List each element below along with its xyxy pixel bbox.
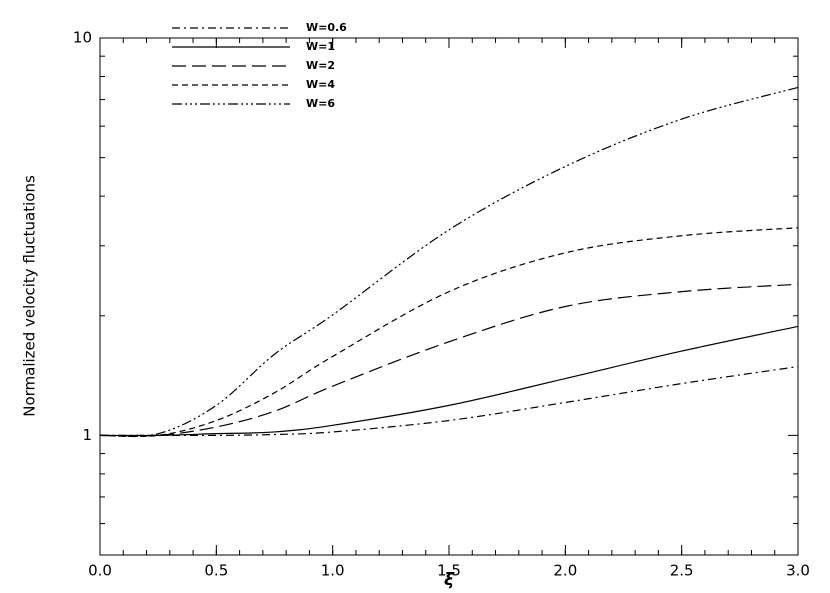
series-line bbox=[99, 86, 799, 437]
series-line bbox=[99, 283, 799, 437]
legend-label: W=1 bbox=[306, 40, 335, 53]
x-tick-label: 3.0 bbox=[786, 562, 810, 580]
x-tick-label: 2.0 bbox=[553, 562, 577, 580]
series-line bbox=[99, 227, 799, 438]
x-tick-label: 1.0 bbox=[321, 562, 345, 580]
x-tick-label: 1.5 bbox=[437, 562, 461, 580]
legend-label: W=4 bbox=[306, 78, 335, 91]
x-axis-label: ξ bbox=[444, 570, 455, 590]
legend-label: W=0.6 bbox=[306, 21, 347, 34]
x-tick-label: 0.5 bbox=[204, 562, 228, 580]
y-axis-label: Normalized velocity fluctuations bbox=[21, 175, 39, 417]
series-line bbox=[99, 325, 799, 437]
y-tick-label: 10 bbox=[73, 29, 92, 47]
legend-label: W=2 bbox=[306, 59, 335, 72]
series-line bbox=[100, 365, 799, 437]
x-tick-label: 0.0 bbox=[88, 562, 112, 580]
x-tick-label: 2.5 bbox=[670, 562, 694, 580]
legend-label: W=6 bbox=[306, 97, 335, 110]
y-tick-label: 1 bbox=[82, 426, 92, 444]
